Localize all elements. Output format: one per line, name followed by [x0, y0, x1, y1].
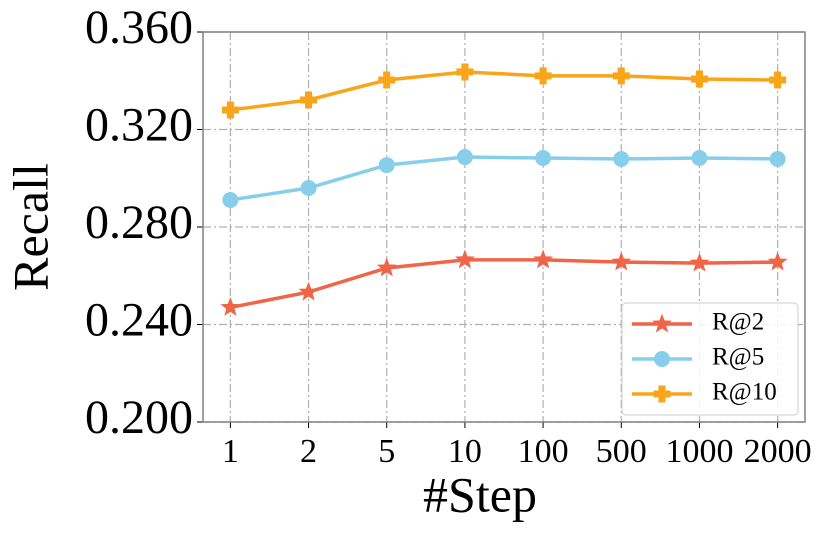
x-tick-label: 5	[378, 433, 395, 470]
point	[300, 91, 318, 109]
legend-marker	[652, 313, 672, 333]
point	[691, 150, 708, 167]
series-line	[230, 70, 778, 112]
y-tick-label: 0.200	[85, 391, 193, 444]
legend-label: R@5	[712, 344, 764, 371]
y-tick-label: 0.320	[85, 99, 193, 152]
point	[298, 281, 319, 301]
legend-label: R@2	[712, 309, 764, 336]
point	[454, 249, 475, 269]
point	[300, 180, 317, 196]
point	[221, 101, 239, 119]
series-line	[230, 155, 778, 202]
point	[769, 71, 787, 89]
y-tick-label: 0.280	[85, 196, 193, 249]
x-tick-label: 2000	[744, 433, 812, 470]
y-axis-label: Recall	[2, 163, 58, 291]
legend-marker	[653, 385, 671, 403]
y-tick-label: 0.240	[85, 294, 193, 347]
x-tick-label: 1	[222, 433, 239, 470]
point	[456, 63, 474, 81]
point	[535, 150, 552, 167]
point	[378, 71, 396, 89]
x-tick-label: 500	[596, 433, 647, 470]
legend-marker	[654, 351, 670, 367]
point	[378, 157, 395, 174]
x-tick-label: 2	[300, 433, 317, 470]
point	[613, 150, 630, 167]
x-tick-label: 100	[518, 433, 569, 470]
x-tick-label: 1000	[665, 433, 733, 470]
plot-frame	[202, 31, 806, 423]
point	[533, 249, 554, 269]
point	[689, 252, 710, 272]
point	[456, 149, 473, 166]
x-tick-label: 10	[448, 433, 482, 470]
point	[376, 257, 397, 277]
point	[220, 296, 241, 316]
legend-label: R@10	[712, 379, 777, 406]
point	[767, 251, 788, 271]
y-tick-label: 0.360	[85, 1, 193, 54]
point	[611, 251, 632, 271]
point	[690, 70, 708, 88]
series-line	[230, 258, 778, 310]
point	[769, 150, 786, 167]
point	[222, 191, 239, 208]
point	[534, 67, 552, 85]
x-axis-label: #Step	[423, 466, 537, 522]
point	[612, 67, 630, 85]
